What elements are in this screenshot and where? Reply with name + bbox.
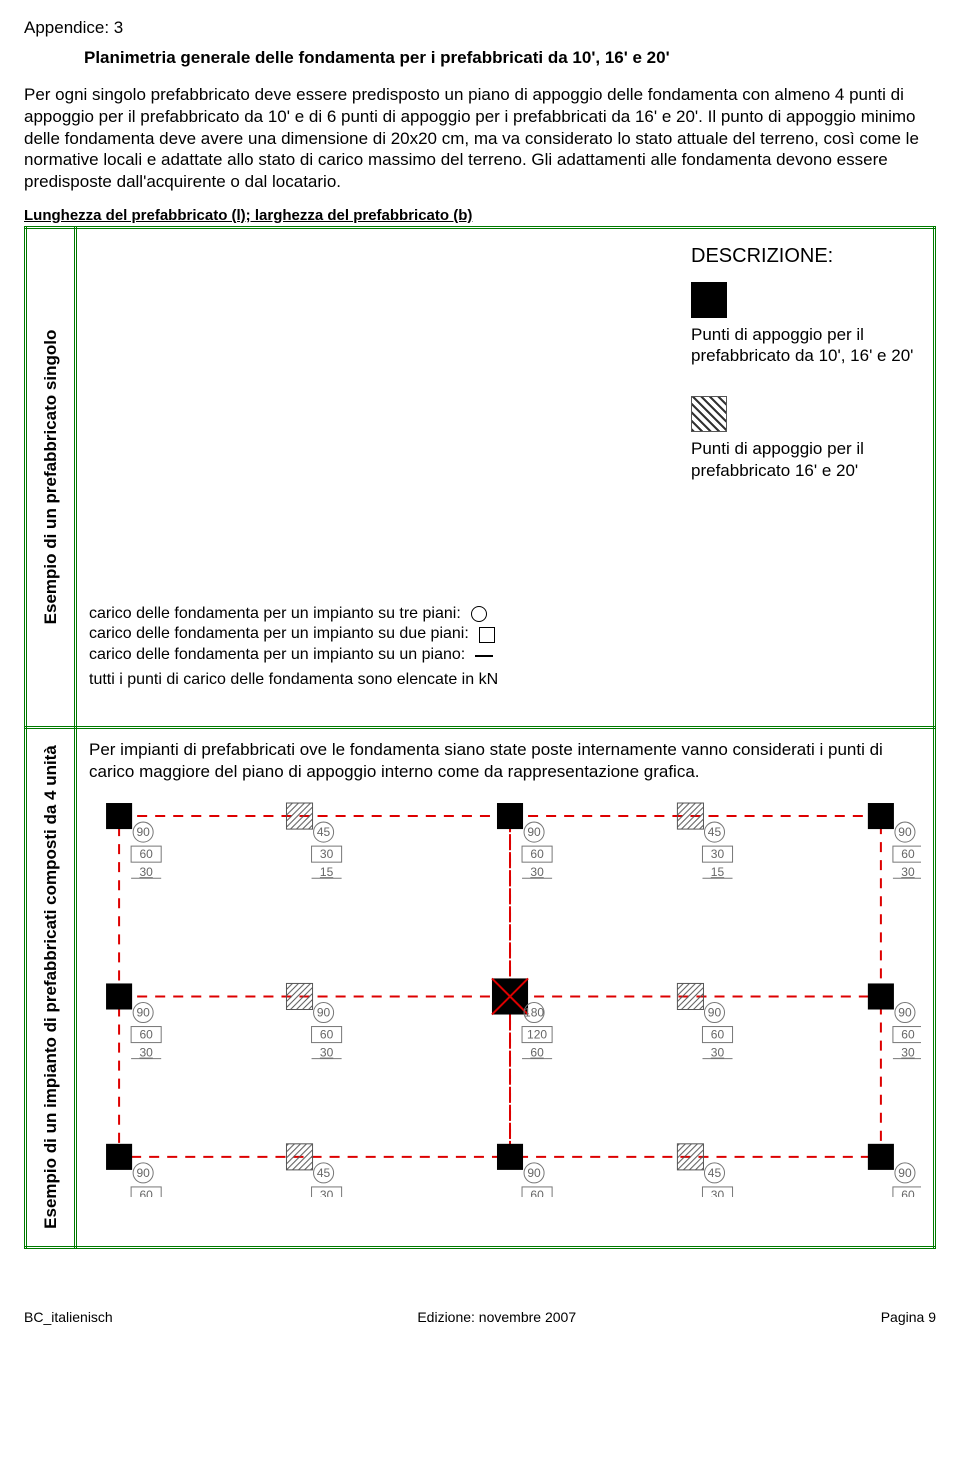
square-icon <box>479 627 495 643</box>
intro-paragraph: Per ogni singolo prefabbricato deve esse… <box>24 84 936 193</box>
svg-text:45: 45 <box>317 825 331 839</box>
svg-text:60: 60 <box>901 1028 915 1042</box>
svg-text:60: 60 <box>139 1028 153 1042</box>
row2-text: Per impianti di prefabbricati ove le fon… <box>89 739 921 783</box>
row1-label: Esempio di un prefabbricato singolo <box>41 330 61 625</box>
footer-right: Pagina 9 <box>881 1309 936 1325</box>
svg-text:90: 90 <box>136 1166 150 1180</box>
svg-text:60: 60 <box>530 1188 544 1197</box>
svg-text:90: 90 <box>317 1006 331 1020</box>
svg-text:30: 30 <box>711 1188 725 1197</box>
load-line-1floor: carico delle fondamenta per un impianto … <box>89 645 465 666</box>
line-icon <box>475 655 493 657</box>
svg-text:60: 60 <box>901 1188 915 1197</box>
load-line-2floors: carico delle fondamenta per un impianto … <box>89 624 469 645</box>
svg-text:30: 30 <box>711 1046 725 1060</box>
layout-table: Esempio di un prefabbricato singolo cari… <box>24 226 936 1249</box>
legend-2: Punti di appoggio per il prefabbricato 1… <box>691 438 921 481</box>
svg-text:180: 180 <box>524 1006 544 1020</box>
appendix-label: Appendice: 3 <box>24 18 936 38</box>
svg-text:60: 60 <box>139 847 153 861</box>
svg-text:120: 120 <box>527 1028 547 1042</box>
svg-text:90: 90 <box>898 1166 912 1180</box>
svg-text:90: 90 <box>898 825 912 839</box>
svg-text:30: 30 <box>711 847 725 861</box>
hatch-swatch-icon <box>691 396 727 432</box>
svg-text:60: 60 <box>530 847 544 861</box>
svg-text:90: 90 <box>708 1006 722 1020</box>
svg-text:90: 90 <box>527 825 541 839</box>
svg-text:90: 90 <box>898 1006 912 1020</box>
footer-left: BC_italienisch <box>24 1309 113 1325</box>
svg-text:30: 30 <box>901 865 915 879</box>
svg-text:90: 90 <box>527 1166 541 1180</box>
foundation-diagram: 90 60 30 45 30 15 90 60 30 45 30 15 90 60 30 90 60 30 90 60… <box>89 796 921 1197</box>
svg-text:30: 30 <box>530 865 544 879</box>
description-heading: DESCRIZIONE: <box>691 245 921 268</box>
svg-text:30: 30 <box>139 865 153 879</box>
page-footer: BC_italienisch Edizione: novembre 2007 P… <box>24 1309 936 1325</box>
load-line-3floors: carico delle fondamenta per un impianto … <box>89 604 461 625</box>
svg-text:30: 30 <box>901 1046 915 1060</box>
svg-text:45: 45 <box>708 1166 722 1180</box>
load-legend: carico delle fondamenta per un impianto … <box>89 604 498 691</box>
footer-center: Edizione: novembre 2007 <box>417 1309 576 1325</box>
svg-text:60: 60 <box>711 1028 725 1042</box>
svg-text:15: 15 <box>711 865 725 879</box>
circle-icon <box>471 606 487 622</box>
svg-text:90: 90 <box>136 1006 150 1020</box>
svg-text:60: 60 <box>139 1188 153 1197</box>
legend-1: Punti di appoggio per il prefabbricato d… <box>691 324 921 367</box>
page-title: Planimetria generale delle fondamenta pe… <box>84 48 936 68</box>
svg-text:30: 30 <box>320 847 334 861</box>
svg-text:30: 30 <box>320 1046 334 1060</box>
row2-label: Esempio di un impianto di prefabbricati … <box>41 745 61 1229</box>
svg-text:60: 60 <box>320 1028 334 1042</box>
svg-text:60: 60 <box>530 1046 544 1060</box>
table-caption: Lunghezza del prefabbricato (l); larghez… <box>24 207 936 224</box>
svg-text:30: 30 <box>320 1188 334 1197</box>
solid-swatch-icon <box>691 282 727 318</box>
svg-text:90: 90 <box>136 825 150 839</box>
svg-text:15: 15 <box>320 865 334 879</box>
svg-text:45: 45 <box>317 1166 331 1180</box>
svg-text:30: 30 <box>139 1046 153 1060</box>
svg-text:60: 60 <box>901 847 915 861</box>
load-note: tutti i punti di carico delle fondamenta… <box>89 670 498 691</box>
svg-text:45: 45 <box>708 825 722 839</box>
